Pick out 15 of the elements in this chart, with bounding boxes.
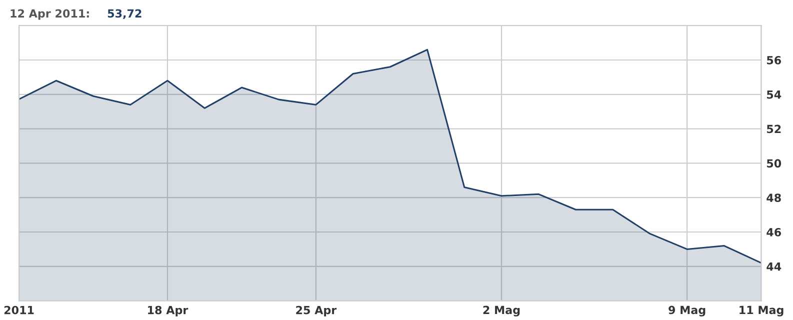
y-tick-label: 50 <box>767 159 782 168</box>
x-tick-label: 2011 <box>4 306 34 314</box>
y-tick-label: 52 <box>767 124 781 134</box>
y-tick-label: 48 <box>766 194 781 202</box>
x-tick-label: 18 Apr <box>148 306 188 316</box>
x-tick-label: 2 Mag <box>483 306 520 316</box>
x-tick-label: 11 Mag <box>740 306 784 316</box>
y-tick-label: 54 <box>767 90 782 99</box>
x-tick-label: 25 Apr <box>296 306 337 316</box>
x-tick-label: 9 Mag <box>668 306 706 316</box>
text: 53,72 <box>108 9 142 20</box>
y-tick-label: 46 <box>766 228 782 236</box>
y-tick-label: 44 <box>766 262 782 271</box>
chart-title: 12 Apr 2011: <box>10 9 89 20</box>
y-tick-label: 56 <box>767 56 782 64</box>
